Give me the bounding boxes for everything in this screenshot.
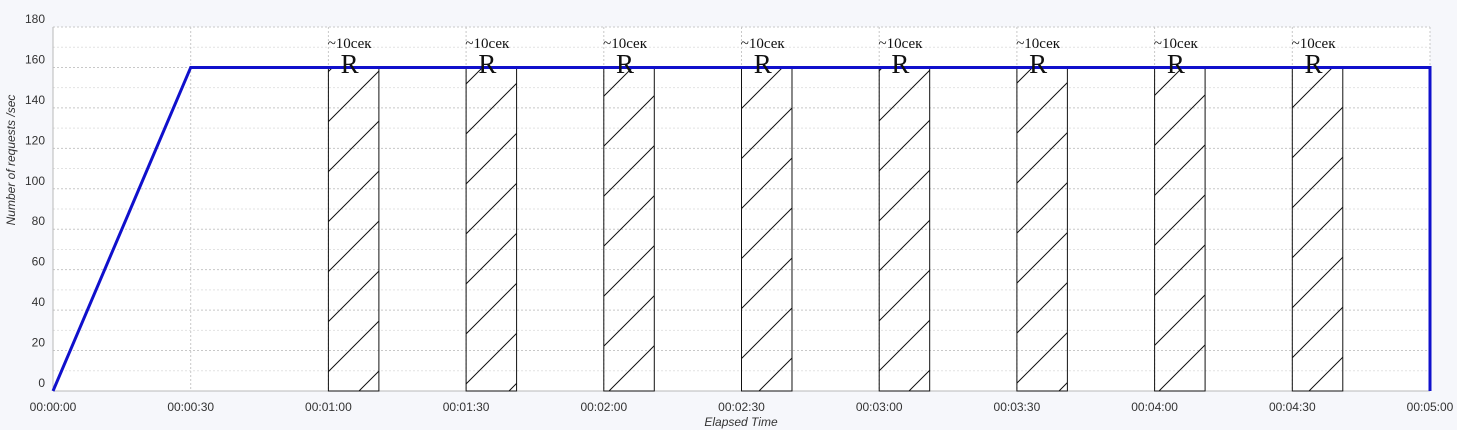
y-tick-label: 0 <box>38 376 45 390</box>
recovery-band <box>741 66 793 392</box>
recovery-band <box>1291 66 1344 392</box>
y-tick-label: 100 <box>25 174 45 188</box>
x-tick-label: 00:04:00 <box>1131 400 1178 414</box>
y-tick-label: 140 <box>25 93 45 107</box>
restart-marker: R <box>1305 49 1323 79</box>
duration-label: ~10сек <box>465 36 510 52</box>
x-tick-label: 00:00:00 <box>30 400 77 414</box>
x-tick-label: 00:00:30 <box>167 400 214 414</box>
annotation-labels: ~10секR~10секR~10секR~10секR~10секR~10се… <box>328 36 1337 79</box>
x-tick-label: 00:02:00 <box>580 400 627 414</box>
series <box>51 65 1432 392</box>
x-tick-label: 00:05:00 <box>1407 400 1454 414</box>
duration-label: ~10сек <box>1154 36 1199 52</box>
recovery-band <box>327 66 380 392</box>
restart-marker: R <box>891 49 909 79</box>
restart-marker: R <box>341 49 359 79</box>
restart-marker: R <box>478 49 496 79</box>
series-line <box>51 65 1432 392</box>
duration-label: ~10сек <box>328 36 373 52</box>
x-tick-label: 00:01:00 <box>305 400 352 414</box>
restart-marker: R <box>616 49 634 79</box>
duration-label: ~10сек <box>603 36 648 52</box>
annotation-bands <box>327 66 1344 392</box>
recovery-band <box>1016 66 1068 392</box>
recovery-band <box>465 66 518 392</box>
y-tick-label: 180 <box>25 12 45 26</box>
y-tick-label: 40 <box>32 295 46 309</box>
x-tick-label: 00:01:30 <box>443 400 490 414</box>
recovery-band <box>878 66 931 392</box>
recovery-band <box>1154 66 1206 392</box>
duration-label: ~10сек <box>1016 36 1061 52</box>
y-tick-label: 80 <box>32 214 46 228</box>
x-tick-label: 00:04:30 <box>1269 400 1316 414</box>
recovery-band <box>603 66 655 392</box>
restart-marker: R <box>1167 49 1185 79</box>
restart-marker: R <box>1029 49 1047 79</box>
duration-label: ~10сек <box>741 36 786 52</box>
y-tick-label: 160 <box>25 52 45 66</box>
restart-marker: R <box>754 49 772 79</box>
y-tick-label: 60 <box>32 255 46 269</box>
x-axis-title: Elapsed Time <box>704 415 778 429</box>
x-tick-label: 00:02:30 <box>718 400 765 414</box>
y-tick-label: 120 <box>25 133 45 147</box>
duration-label: ~10сек <box>878 36 923 52</box>
x-tick-label: 00:03:30 <box>994 400 1041 414</box>
y-axis-title: Number of requests /sec <box>4 95 18 226</box>
x-tick-label: 00:03:00 <box>856 400 903 414</box>
y-tick-label: 20 <box>32 336 46 350</box>
duration-label: ~10сек <box>1292 36 1337 52</box>
tick-labels: 0 20 40 60 80 100 120 140 160 180 00:00:00 00:00:30… <box>25 12 1454 414</box>
